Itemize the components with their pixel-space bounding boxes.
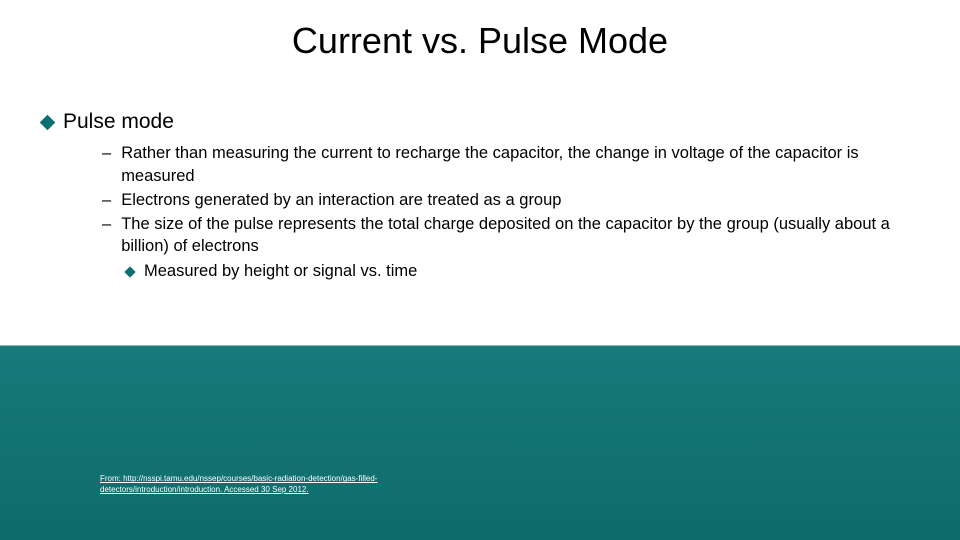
dash-icon: – <box>102 213 111 258</box>
sub-bullet-item: – The size of the pulse represents the t… <box>102 213 930 258</box>
main-bullet-row: Pulse mode <box>42 108 930 136</box>
sub-bullet-item: – Rather than measuring the current to r… <box>102 142 930 187</box>
dash-icon: – <box>102 189 111 211</box>
main-bullet-text: Pulse mode <box>63 108 174 136</box>
diamond-bullet-icon <box>40 115 56 131</box>
sub-sub-bullet-text: Measured by height or signal vs. time <box>144 260 417 282</box>
sub-bullet-text: The size of the pulse represents the tot… <box>121 213 930 258</box>
small-diamond-icon <box>124 266 135 277</box>
slide-content: Pulse mode – Rather than measuring the c… <box>42 108 930 282</box>
slide-title: Current vs. Pulse Mode <box>0 20 960 62</box>
dash-icon: – <box>102 142 111 187</box>
sub-bullet-text: Rather than measuring the current to rec… <box>121 142 930 187</box>
citation-text: From: http://nsspi.tamu.edu/nssep/course… <box>100 474 380 495</box>
sub-sub-bullet-row: Measured by height or signal vs. time <box>126 260 930 282</box>
sub-bullet-list: – Rather than measuring the current to r… <box>102 142 930 282</box>
sub-bullet-item: – Electrons generated by an interaction … <box>102 189 930 211</box>
sub-bullet-text: Electrons generated by an interaction ar… <box>121 189 561 211</box>
slide-container: Current vs. Pulse Mode Pulse mode – Rath… <box>0 0 960 540</box>
